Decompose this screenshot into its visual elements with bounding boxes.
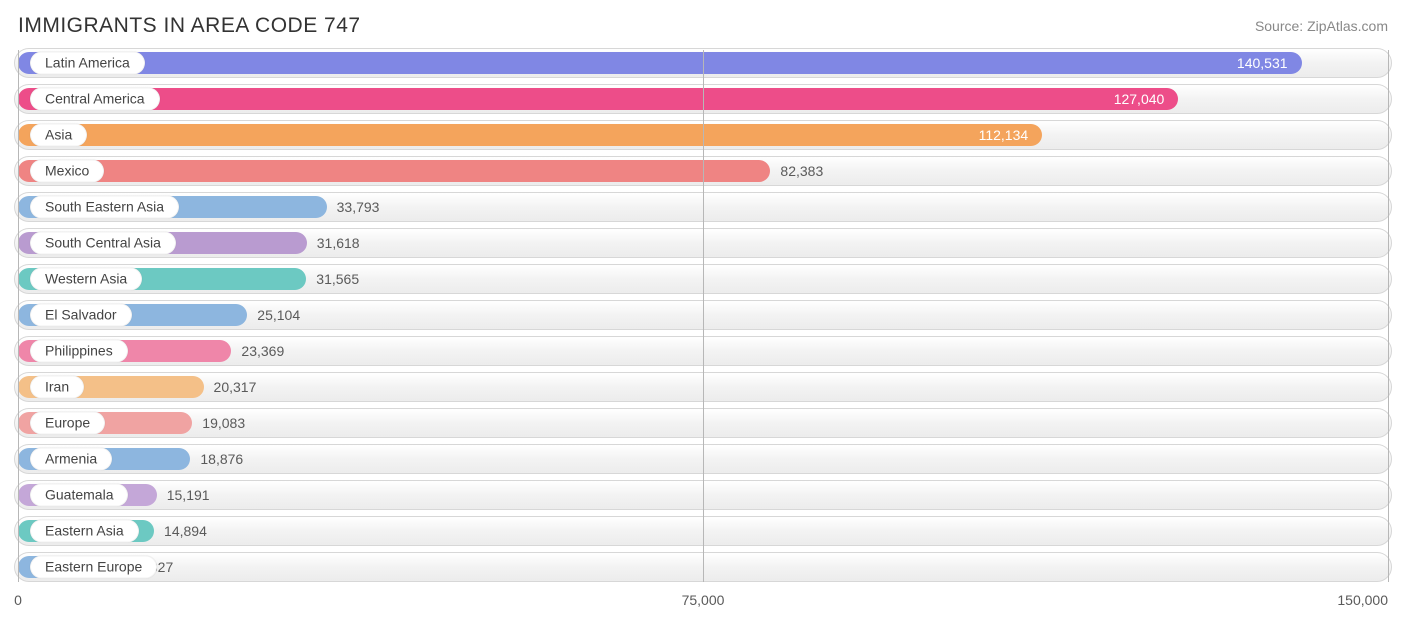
x-axis-tick-label: 75,000 [682,592,725,608]
bar-category-label: Europe [30,412,105,435]
bar-category-label: South Central Asia [30,232,176,255]
bar-category-label: Armenia [30,448,112,471]
bar-category-label: Mexico [30,160,104,183]
gridline [1388,50,1389,582]
bar-value-label: 82,383 [780,163,823,179]
bar-value-label: 20,317 [214,379,257,395]
bar-value-label: 15,191 [167,487,210,503]
gridline [18,50,19,582]
bar-category-label: Asia [30,124,87,147]
bar-value-label: 31,618 [317,235,360,251]
bar-category-label: Central America [30,88,160,111]
chart-container: IMMIGRANTS IN AREA CODE 747 Source: ZipA… [0,0,1406,643]
bar-value-label: 14,894 [164,523,207,539]
bar-category-label: El Salvador [30,304,132,327]
bar-category-label: Eastern Europe [30,556,157,579]
x-axis-tick-label: 0 [14,592,22,608]
bar-fill [18,52,1302,74]
bar-fill [18,160,770,182]
chart-plot-area: Latin America 140,531 Central America 127,0… [14,48,1392,614]
bar-value-label: 18,876 [200,451,243,467]
bar-category-label: Latin America [30,52,145,75]
x-axis: 0 75,000 150,000 [14,588,1392,614]
bar-value-label: 127,040 [1114,91,1165,107]
bar-category-label: Philippines [30,340,128,363]
bar-fill [18,124,1042,146]
bar-category-label: Western Asia [30,268,142,291]
bar-value-label: 112,134 [979,127,1029,143]
bar-value-label: 25,104 [257,307,300,323]
bar-fill [18,88,1178,110]
bar-value-label: 140,531 [1237,55,1288,71]
gridline [703,50,704,582]
chart-title: IMMIGRANTS IN AREA CODE 747 [18,14,361,38]
chart-source: Source: ZipAtlas.com [1255,14,1388,34]
bar-category-label: Eastern Asia [30,520,139,543]
bar-value-label: 33,793 [337,199,380,215]
chart-header: IMMIGRANTS IN AREA CODE 747 Source: ZipA… [14,14,1392,38]
bar-value-label: 23,369 [241,343,284,359]
x-axis-tick-label: 150,000 [1337,592,1388,608]
bar-value-label: 19,083 [202,415,245,431]
bar-category-label: Guatemala [30,484,128,507]
bar-category-label: Iran [30,376,84,399]
bar-category-label: South Eastern Asia [30,196,179,219]
bar-value-label: 31,565 [316,271,359,287]
